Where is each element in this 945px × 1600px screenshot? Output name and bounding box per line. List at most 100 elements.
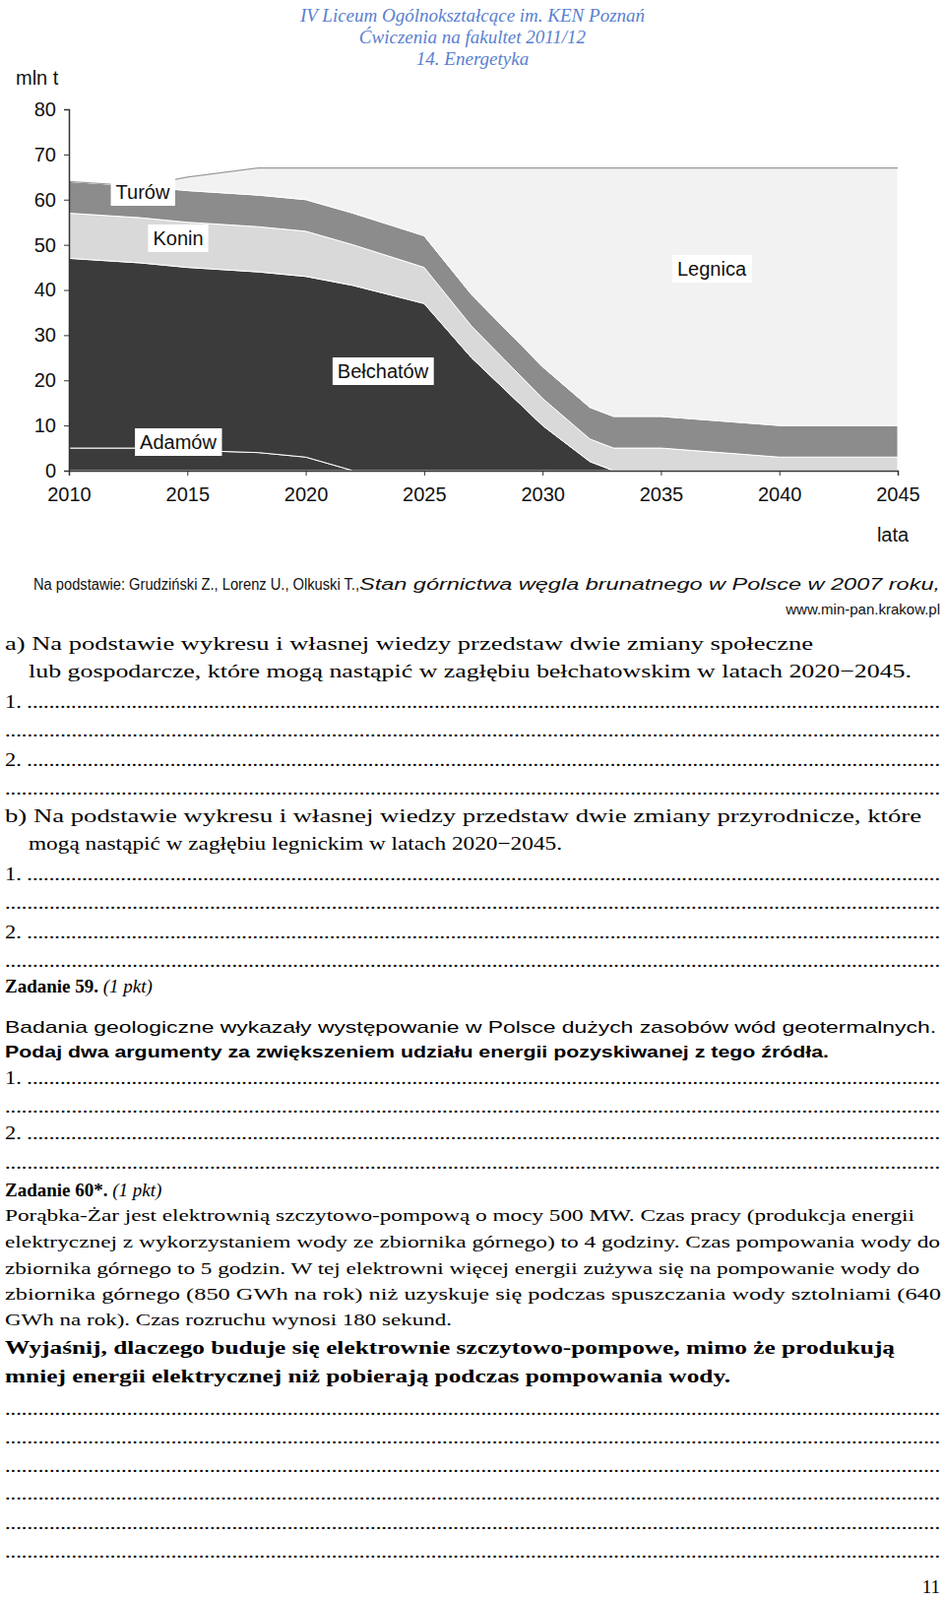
text-line: ........................................…: [4, 1426, 941, 1448]
text-line: b) Na podstawie wykresu i własnej wiedzy…: [4, 805, 922, 827]
tick: 20: [34, 369, 69, 391]
tick-mark: [63, 470, 69, 472]
label-box: [134, 428, 222, 456]
text-span: (1 pkt): [98, 975, 153, 998]
tick: 2040: [757, 470, 803, 505]
source-title: Stan górnictwa węgla brunatnego w Polsce…: [359, 575, 941, 593]
text-line: 2. .....................................…: [4, 921, 941, 943]
tick: 80: [34, 98, 69, 121]
tick: 2015: [166, 470, 211, 505]
series-label: Konin: [147, 224, 208, 252]
text-line: ........................................…: [4, 1095, 941, 1117]
tick-label: 2045: [876, 483, 921, 505]
tick-mark: [63, 199, 69, 201]
text-line: zbiornika górnego (850 GWh na rok) niż u…: [4, 1284, 942, 1304]
text-line: mogą nastąpić w zagłębiu legnickim w lat…: [28, 832, 563, 854]
label-box: [147, 224, 208, 252]
tick-label: 40: [34, 278, 57, 301]
page: IV Liceum Ogólnokształcące im. KEN Pozna…: [0, 0, 945, 1600]
text-line: ........................................…: [4, 1540, 941, 1562]
tick-mark: [424, 470, 426, 476]
tick-label: 0: [45, 459, 57, 482]
tick-label: 2030: [520, 483, 566, 505]
tick: 2030: [520, 470, 566, 505]
tick-mark: [63, 425, 69, 427]
text-span: Zadanie 60*.: [4, 1179, 109, 1200]
text-span: Zadanie 59.: [4, 975, 99, 997]
tick: 50: [34, 234, 69, 256]
tick: 2025: [402, 470, 447, 505]
tick: 2010: [47, 470, 92, 505]
label-box: [672, 254, 753, 283]
tick-mark: [63, 334, 69, 336]
tick-mark: [897, 470, 899, 476]
text-line: 1. .....................................…: [4, 1067, 941, 1088]
y-axis-title: mln t: [15, 66, 60, 89]
series-label: Legnica: [672, 254, 753, 283]
chart: 0102030405060708020102015202020252030203…: [15, 66, 921, 546]
tick: 2020: [284, 470, 329, 505]
text-line: GWh na rok). Czas rozruchu wynosi 180 se…: [4, 1310, 452, 1329]
tick-mark: [63, 154, 69, 156]
text-line: Badania geologiczne wykazały występowani…: [4, 1017, 937, 1037]
text-line: 1. .....................................…: [4, 691, 941, 712]
axis-line: [69, 471, 899, 477]
stack-outline: [68, 168, 898, 187]
text-line: ........................................…: [4, 949, 941, 971]
series-name: Adamów: [139, 431, 217, 453]
plot-area: [68, 168, 898, 471]
series-label: Bełchatów: [332, 357, 435, 385]
text-line: a) Na podstawie wykresu i własnej wiedzy…: [4, 632, 814, 655]
tick-mark: [63, 245, 69, 247]
tick: 60: [34, 189, 69, 211]
tick: 10: [34, 414, 69, 437]
source-url: www.min-pan.krakow.pl: [784, 600, 941, 618]
text-line: Porąbka-Żar jest elektrownią szczytowo-p…: [4, 1205, 915, 1225]
axis-line: [63, 110, 70, 472]
tick-mark: [68, 470, 70, 476]
series-name: Turów: [116, 181, 171, 203]
tick: 30: [34, 323, 69, 346]
tick-mark: [63, 290, 69, 292]
text-line: elektrycznej z wykorzystaniem wody ze zb…: [4, 1232, 941, 1252]
text-line: mniej energii elektrycznej niż pobierają…: [4, 1365, 731, 1386]
text-line: ........................................…: [4, 1512, 941, 1533]
text-line: lub gospodarcze, które mogą nastąpić w z…: [28, 660, 912, 682]
tick-label: 80: [34, 98, 57, 121]
series-name: Bełchatów: [337, 360, 430, 382]
series-label: Turów: [111, 178, 176, 206]
text-line: ........................................…: [4, 1397, 941, 1419]
y-axis: 0 10 20 30 40 50 60 70 80: [34, 98, 70, 482]
tick-label: 2020: [284, 483, 329, 505]
tick-label: 2040: [757, 483, 803, 505]
tick: 70: [34, 143, 69, 166]
text-line: 1. .....................................…: [4, 863, 941, 884]
tick: 2045: [876, 470, 921, 505]
text-line: zbiornika górnego to 5 godzin. W tej ele…: [4, 1259, 920, 1278]
tick-label: 70: [34, 143, 57, 166]
header-line: 14. Energetyka: [416, 48, 529, 69]
tick-mark: [306, 470, 308, 476]
text-line: 2. .....................................…: [4, 1122, 941, 1143]
label-box: [332, 357, 435, 385]
tick-label: 2015: [166, 483, 211, 505]
series-label: Adamów: [134, 428, 222, 456]
tick-mark: [660, 470, 662, 476]
text-line: ........................................…: [4, 777, 941, 799]
tick-label: 10: [34, 414, 57, 437]
tick-label: 2025: [402, 483, 447, 505]
tick-label: 2010: [47, 483, 92, 505]
tick-mark: [63, 379, 69, 381]
area-series: [68, 168, 898, 426]
text-line: Podaj dwa argumenty za zwiększeniem udzi…: [4, 1042, 829, 1062]
series-name: Legnica: [677, 257, 748, 280]
series-name: Konin: [152, 227, 203, 250]
text-line: ........................................…: [4, 1151, 941, 1173]
text-line: Zadanie 60*. (1 pkt): [4, 1179, 162, 1201]
tick: 2035: [639, 470, 685, 505]
tick-mark: [187, 470, 189, 476]
tick-label: 20: [34, 369, 57, 391]
text-line: Zadanie 59. (1 pkt): [4, 975, 153, 998]
tick-label: 2035: [639, 483, 685, 505]
page-number: 11: [922, 1575, 941, 1597]
